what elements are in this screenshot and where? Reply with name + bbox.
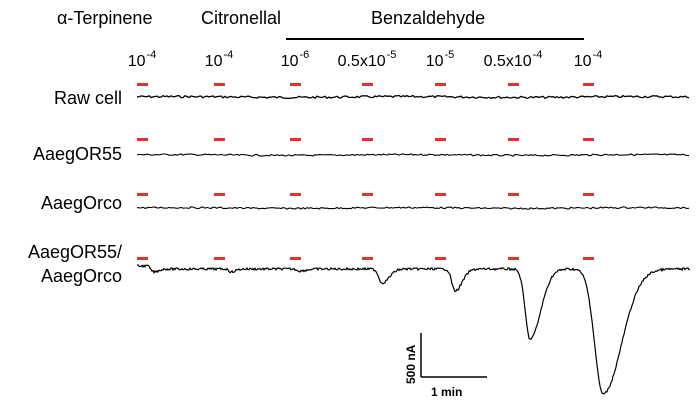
stimulus-bar xyxy=(508,83,519,86)
row-label-coexpression-line1: AaegOR55/ xyxy=(27,242,122,262)
stimulus-bar xyxy=(362,138,373,141)
row-label-aaegorco: AaegOrco xyxy=(40,193,122,213)
scale-bar-time-label: 1 min xyxy=(431,385,462,399)
stimulus-bar xyxy=(214,83,225,86)
stimulus-bar xyxy=(290,193,301,196)
stimulus-bar xyxy=(290,257,301,260)
concentration-label-5: 10-5 xyxy=(425,49,455,71)
concentration-exponent: -4 xyxy=(592,49,603,61)
row-label-raw-cell: Raw cell xyxy=(53,88,122,108)
stimulus-bar xyxy=(137,83,148,86)
concentration-exponent: -4 xyxy=(223,49,234,61)
stimulus-bar xyxy=(290,138,301,141)
stimulus-bar xyxy=(137,193,148,196)
stimulus-bar xyxy=(435,193,446,196)
trace-raw-cell xyxy=(136,94,690,100)
row-label-coexpression: AaegOR55/ AaegOrco xyxy=(28,240,122,288)
trace-aaegorco xyxy=(136,206,690,210)
concentration-exponent: -5 xyxy=(444,49,455,61)
trace-coexpression xyxy=(136,264,691,395)
concentration-exponent: -4 xyxy=(532,49,543,61)
concentration-mantissa: 10 xyxy=(425,53,444,70)
concentration-label-4: 0.5x10-5 xyxy=(337,49,397,71)
stimulus-bar xyxy=(435,138,446,141)
stimulus-bar xyxy=(583,257,594,260)
stimulus-bar xyxy=(508,193,519,196)
stimulus-bar xyxy=(583,193,594,196)
concentration-mantissa: 0.5x10 xyxy=(337,53,386,70)
stimulus-bar xyxy=(508,138,519,141)
stimulus-bar xyxy=(362,193,373,196)
concentration-label-1: 10-4 xyxy=(127,49,157,71)
concentration-exponent: -6 xyxy=(299,49,310,61)
concentration-label-2: 10-4 xyxy=(204,49,234,71)
stimulus-bar xyxy=(214,138,225,141)
concentration-mantissa: 10 xyxy=(573,53,592,70)
stimulus-bar xyxy=(583,138,594,141)
concentration-mantissa: 10 xyxy=(204,53,223,70)
concentration-exponent: -5 xyxy=(386,49,397,61)
stimulus-bar xyxy=(435,257,446,260)
scale-bar-current-label: 500 nA xyxy=(404,344,418,384)
benzaldehyde-bracket-line xyxy=(286,38,584,40)
stimulus-bar xyxy=(214,193,225,196)
concentration-label-3: 10-6 xyxy=(280,49,310,71)
concentration-mantissa: 10 xyxy=(127,53,146,70)
stimulus-bar xyxy=(214,257,225,260)
header-citronellal: Citronellal xyxy=(201,8,282,28)
header-alpha-terpinene: α-Terpinene xyxy=(57,8,153,28)
stimulus-bar xyxy=(362,257,373,260)
concentration-label-7: 10-4 xyxy=(573,49,603,71)
concentration-exponent: -4 xyxy=(146,49,157,61)
stimulus-bar xyxy=(290,83,301,86)
stimulus-bar xyxy=(362,83,373,86)
stimulus-bar xyxy=(583,83,594,86)
stimulus-bar xyxy=(137,257,148,260)
stimulus-bar xyxy=(137,138,148,141)
concentration-mantissa: 0.5x10 xyxy=(483,53,532,70)
row-label-coexpression-line2: AaegOrco xyxy=(40,266,122,286)
concentration-mantissa: 10 xyxy=(280,53,299,70)
concentration-label-6: 0.5x10-4 xyxy=(483,49,543,71)
row-label-aaegor55: AaegOR55 xyxy=(32,144,122,164)
stimulus-bar xyxy=(435,83,446,86)
header-benzaldehyde: Benzaldehyde xyxy=(371,8,486,28)
stimulus-bar xyxy=(508,257,519,260)
trace-aaegor55 xyxy=(136,153,690,157)
